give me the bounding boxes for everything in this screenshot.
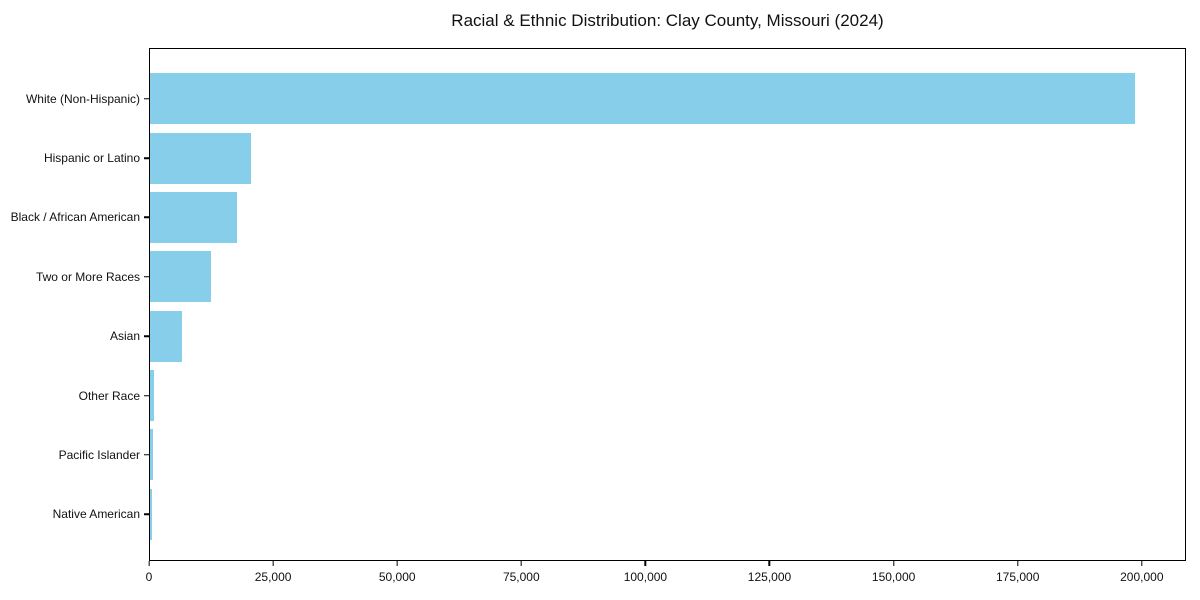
plot-rows: White (Non-Hispanic) Hispanic or Latino Bl… — [11, 49, 1185, 560]
x-tick-mark-icon — [1016, 561, 1019, 566]
y-tick-mark-icon — [143, 513, 149, 516]
y-tick-mark-icon — [143, 335, 149, 337]
y-tick-mark-icon — [143, 276, 149, 278]
bar — [150, 370, 154, 422]
category-label: Native American — [52, 507, 140, 522]
category-label: Two or More Races — [35, 269, 140, 284]
x-tick-label: 50,000 — [378, 570, 416, 584]
y-tick-mark-icon — [143, 394, 149, 397]
x-tick-label: 25,000 — [254, 570, 292, 584]
x-tick-label: 0 — [145, 570, 153, 584]
x-tick: 200,000 — [1120, 561, 1164, 584]
category-label: Other Race — [78, 388, 140, 403]
bar-row: Asian — [110, 307, 1185, 366]
bar — [150, 251, 211, 303]
category-label: Hispanic or Latino — [43, 151, 140, 166]
y-tick-mark-icon — [143, 454, 149, 456]
x-tick: 75,000 — [503, 561, 540, 584]
category-label: Asian — [109, 329, 140, 344]
x-tick-label: 175,000 — [996, 570, 1040, 584]
bar — [150, 132, 251, 184]
category-label: Pacific Islander — [58, 447, 140, 462]
bar — [150, 191, 237, 243]
x-tick-label: 100,000 — [623, 570, 668, 584]
y-tick-mark-icon — [143, 216, 149, 219]
bar-row: White (Non-Hispanic) — [26, 69, 1185, 128]
bar-row: Two or More Races — [36, 247, 1185, 306]
x-tick-mark-icon — [892, 561, 895, 566]
x-tick: 150,000 — [872, 561, 915, 584]
x-tick-mark-icon — [644, 561, 647, 566]
x-tick-mark-icon — [396, 561, 398, 566]
x-tick: 100,000 — [624, 561, 667, 584]
x-tick: 125,000 — [748, 561, 791, 584]
y-tick-mark-icon — [143, 157, 149, 159]
category-label: Black / African American — [10, 210, 140, 225]
bar-row: Pacific Islander — [59, 425, 1185, 484]
bar — [150, 488, 152, 540]
x-tick: 0 — [145, 561, 153, 584]
bar — [150, 310, 182, 362]
x-tick-mark-icon — [1141, 561, 1143, 566]
bar-row: Black / African American — [11, 188, 1185, 247]
x-tick: 175,000 — [996, 561, 1039, 584]
x-tick-mark-icon — [272, 561, 274, 566]
x-tick-label: 200,000 — [1120, 570, 1164, 584]
x-tick-mark-icon — [148, 561, 150, 566]
x-tick-mark-icon — [520, 561, 523, 566]
bar-row: Other Race — [79, 366, 1185, 425]
x-tick: 25,000 — [254, 561, 292, 584]
x-tick-mark-icon — [768, 561, 771, 566]
category-label: White (Non-Hispanic) — [25, 91, 140, 106]
bar — [150, 429, 153, 481]
chart-title: Racial & Ethnic Distribution: Clay Count… — [451, 11, 884, 30]
bar — [150, 73, 1135, 125]
x-tick-label: 75,000 — [502, 570, 540, 584]
x-tick-label: 125,000 — [747, 570, 792, 584]
x-tick: 50,000 — [379, 561, 416, 584]
bar-row: Hispanic or Latino — [44, 128, 1185, 187]
y-tick-mark-icon — [143, 97, 149, 100]
x-axis-ticks: 0 25,000 50,000 75,000 100,000 125,000 150,000… — [145, 561, 1186, 593]
x-tick-label: 150,000 — [871, 570, 916, 584]
bar-row: Native American — [53, 485, 1185, 544]
plot-area: White (Non-Hispanic) Hispanic or Latino Bl… — [11, 48, 1186, 561]
